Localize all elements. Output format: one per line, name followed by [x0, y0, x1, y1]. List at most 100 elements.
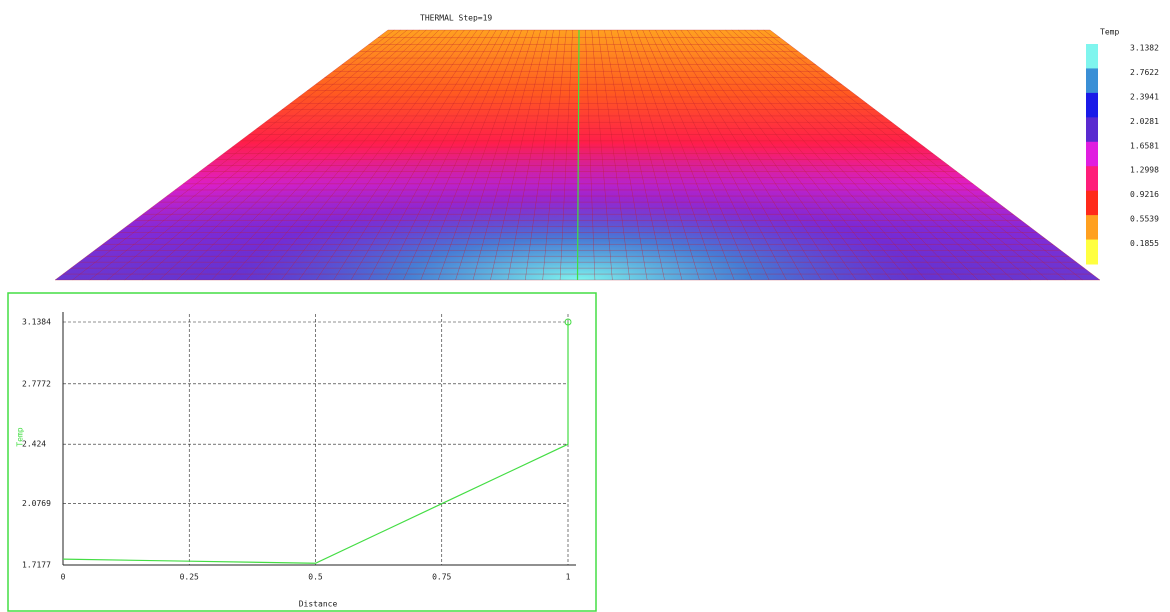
data-line	[62, 322, 569, 564]
mesh-col	[744, 29, 1031, 281]
mesh-col	[718, 29, 961, 281]
mesh-col	[661, 29, 805, 281]
y-tick-label: 3.1384	[22, 318, 51, 327]
mesh-col	[655, 29, 787, 281]
legend: 3.1382 2.7622 2.3941 2.0281 1.6581 1.2998 0.92…	[1086, 44, 1159, 265]
mesh-col	[769, 29, 1101, 281]
legend-label: 2.7622	[1130, 68, 1159, 77]
legend-label: 2.3941	[1130, 92, 1159, 101]
mesh-col	[316, 29, 484, 281]
legend-title: Temp	[1100, 28, 1119, 37]
mesh-col	[623, 29, 700, 281]
legend-label: 1.2998	[1130, 166, 1159, 175]
mesh-col	[750, 29, 1048, 281]
mesh-col	[737, 29, 1014, 281]
y-tick-label: 2.7772	[22, 379, 51, 388]
mesh-col	[667, 29, 822, 281]
mesh-col	[141, 29, 421, 281]
mesh	[54, 29, 1101, 281]
mesh-col	[228, 29, 452, 281]
mesh-col	[648, 29, 770, 281]
mesh-col	[674, 29, 839, 281]
legend-swatch	[1086, 239, 1098, 265]
mesh-col	[420, 29, 522, 281]
legend-label: 0.1855	[1130, 239, 1159, 248]
mesh-col	[368, 29, 503, 281]
mesh-col	[693, 29, 892, 281]
mesh-col	[757, 29, 1066, 281]
mesh-col	[591, 29, 613, 281]
x-tick-label: 0	[61, 573, 66, 582]
mesh-col	[194, 29, 440, 281]
mesh-col	[616, 29, 683, 281]
mesh-col	[298, 29, 478, 281]
mesh-col	[107, 29, 408, 281]
mesh-col	[333, 29, 491, 281]
mesh-col	[263, 29, 465, 281]
mesh-col	[350, 29, 497, 281]
mesh-col	[246, 29, 459, 281]
legend-label: 1.6581	[1130, 141, 1159, 150]
mesh-col	[542, 29, 567, 281]
mesh-col	[403, 29, 516, 281]
legend-label: 2.0281	[1130, 117, 1159, 126]
mesh-col	[699, 29, 909, 281]
chart-frame	[7, 292, 597, 612]
legend-label: 3.1382	[1130, 44, 1159, 53]
legend-swatch	[1086, 117, 1098, 143]
mesh-col	[725, 29, 979, 281]
mesh-col	[731, 29, 996, 281]
legend-label: 0.9216	[1130, 190, 1159, 199]
mesh-col	[176, 29, 433, 281]
mesh-col	[706, 29, 927, 281]
mesh-col	[763, 29, 1083, 281]
mesh-col	[54, 29, 389, 281]
mesh-col	[507, 29, 554, 281]
legend-label: 0.5539	[1130, 215, 1159, 224]
mesh-col	[585, 29, 596, 281]
viewport-title: THERMAL Step=19	[420, 14, 492, 23]
mesh-col	[385, 29, 510, 281]
x-tick-label: 0.5	[308, 573, 323, 582]
x-tick-label: 0.25	[180, 573, 199, 582]
mesh-cold-zone	[55, 30, 1100, 280]
mesh-col	[455, 29, 535, 281]
mesh-col	[642, 29, 752, 281]
x-axis-label: Distance	[299, 600, 338, 609]
legend-swatch	[1086, 92, 1098, 118]
mesh-col	[712, 29, 944, 281]
y-tick-label: 1.7177	[22, 561, 51, 570]
legend-swatch	[1086, 166, 1098, 192]
mesh-col	[610, 29, 665, 281]
chart: 1.7177 2.0769 2.424 2.7772 3.1384 0 0.25 0.5 0.7…	[22, 312, 576, 582]
mesh-col	[490, 29, 548, 281]
mesh-col	[124, 29, 414, 281]
mesh-col	[604, 29, 648, 281]
mesh-col	[211, 29, 446, 281]
legend-swatch	[1086, 44, 1098, 69]
mesh-col	[89, 29, 401, 281]
legend-swatch	[1086, 215, 1098, 241]
mesh-col	[281, 29, 471, 281]
mesh-col	[559, 29, 573, 281]
mesh-col	[636, 29, 735, 281]
end-marker	[564, 318, 572, 326]
y-axis-label: Temp	[16, 427, 25, 446]
legend-swatch	[1086, 68, 1098, 94]
mesh-col	[576, 29, 580, 281]
mesh-col	[72, 29, 395, 281]
mesh-col	[629, 29, 718, 281]
x-tick-label: 0.75	[432, 573, 451, 582]
mesh-col	[472, 29, 542, 281]
mesh-col	[597, 29, 630, 281]
mesh-col	[687, 29, 874, 281]
x-tick-label: 1	[566, 573, 571, 582]
mesh-col	[680, 29, 857, 281]
legend-swatch	[1086, 141, 1098, 167]
y-tick-label: 2.424	[22, 440, 46, 449]
mesh-col	[437, 29, 529, 281]
mesh-col	[525, 29, 561, 281]
mesh-col	[159, 29, 427, 281]
legend-swatch	[1086, 190, 1098, 216]
